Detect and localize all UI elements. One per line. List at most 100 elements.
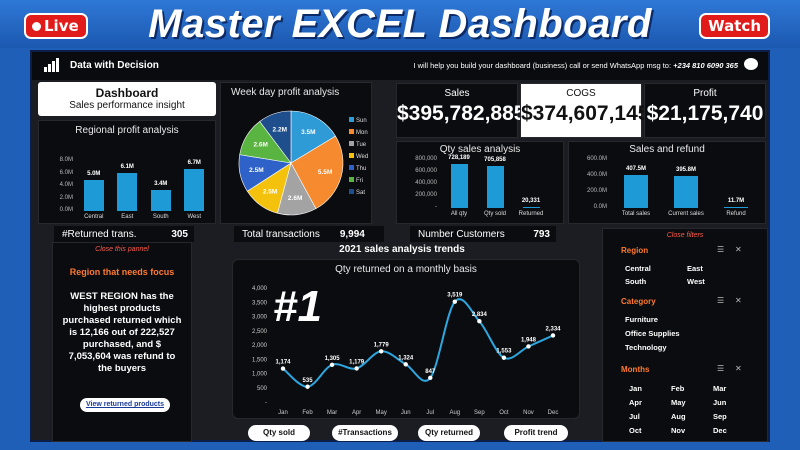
legend-swatch bbox=[349, 141, 354, 146]
data-label: 1,948 bbox=[521, 337, 537, 343]
month-filter-item[interactable]: Jun bbox=[713, 398, 727, 407]
data-label: 2,334 bbox=[545, 326, 561, 332]
month-filter-item[interactable]: Jan bbox=[629, 384, 642, 393]
pie-slice-label: 2.5M bbox=[249, 167, 263, 174]
legend-label: Mon bbox=[356, 130, 368, 136]
data-point bbox=[526, 344, 531, 349]
bar-value-label: 3.4M bbox=[154, 180, 168, 187]
data-point bbox=[477, 319, 482, 324]
month-filter-item[interactable]: Feb bbox=[671, 384, 685, 393]
month-filter-item[interactable]: Apr bbox=[629, 398, 642, 407]
category-filter-item[interactable]: Technology bbox=[625, 343, 667, 352]
cogs-kpi-label: COGS bbox=[566, 88, 596, 99]
cogs-kpi-card: COGS $374,607,145 bbox=[520, 83, 649, 138]
contact-phone: +234 810 6090 365 bbox=[673, 61, 738, 70]
multi-select-icon[interactable]: ☰ bbox=[717, 364, 725, 373]
bottom-nav-button[interactable]: Qty returned bbox=[418, 425, 480, 441]
pie-slice-label: 2.2M bbox=[273, 126, 287, 133]
x-tick-label: Jan bbox=[278, 410, 288, 416]
returned-trans-label: #Returned trans. bbox=[62, 228, 137, 240]
data-label: 1,179 bbox=[349, 359, 365, 365]
x-tick-label: May bbox=[376, 410, 387, 416]
legend-swatch bbox=[349, 153, 354, 158]
close-panel-link[interactable]: Close this pannel bbox=[95, 246, 149, 253]
bar-value-label: 6.7M bbox=[187, 160, 201, 167]
y-tick-label: 1,000 bbox=[252, 372, 268, 378]
clear-filter-icon[interactable]: ✕ bbox=[735, 296, 742, 305]
data-label: 2,834 bbox=[472, 312, 488, 318]
x-tick-label: Jul bbox=[426, 410, 434, 416]
legend-label: Wed bbox=[356, 154, 368, 160]
bottom-nav-button[interactable]: Profit trend bbox=[504, 425, 568, 441]
sales-refund-panel: Sales and refund 600.0M 400.0M 200.0M 0.0M 4… bbox=[568, 141, 766, 224]
y-tick-label: 400.0M bbox=[586, 172, 607, 178]
region-filter-item[interactable]: East bbox=[687, 264, 703, 273]
data-label: 1,779 bbox=[374, 342, 390, 348]
data-point bbox=[354, 366, 359, 371]
sales-kpi-value: $395,782,885 bbox=[397, 102, 526, 125]
close-filters-link[interactable]: Close filters bbox=[666, 232, 704, 239]
weekday-title: Week day profit analysis bbox=[231, 87, 340, 98]
y-tick-label: 4,000 bbox=[252, 286, 268, 292]
category-filter-label: Category bbox=[621, 297, 656, 306]
returned-trans-value: 305 bbox=[171, 228, 188, 240]
bar bbox=[450, 164, 468, 208]
y-tick-label: 600.0M bbox=[586, 156, 607, 162]
legend-label: Sun bbox=[356, 118, 367, 124]
live-dot-icon bbox=[32, 21, 41, 31]
region-filter-item[interactable]: Central bbox=[625, 264, 651, 273]
region-filter-item[interactable]: West bbox=[687, 277, 705, 286]
watch-badge: Watch bbox=[699, 13, 770, 39]
data-point bbox=[280, 366, 286, 371]
data-point bbox=[329, 362, 335, 368]
customers-value: 793 bbox=[533, 228, 550, 240]
y-tick-label: 200,000 bbox=[415, 192, 437, 198]
profit-kpi-label: Profit bbox=[693, 88, 717, 99]
clear-filter-icon[interactable]: ✕ bbox=[735, 364, 742, 373]
view-returned-products-button[interactable]: View returned products bbox=[80, 398, 170, 412]
clear-filter-icon[interactable]: ✕ bbox=[735, 245, 742, 254]
month-filter-item[interactable]: Jul bbox=[629, 412, 640, 421]
region-focus-title: Region that needs focus bbox=[69, 267, 175, 277]
legend-label: Fri bbox=[356, 178, 363, 184]
x-tick-label: Apr bbox=[352, 410, 361, 416]
region-filter-item[interactable]: South bbox=[625, 277, 647, 286]
bar bbox=[184, 169, 205, 211]
y-tick-label: 8.0M bbox=[59, 157, 73, 163]
bottom-nav-button[interactable]: Qty sold bbox=[248, 425, 310, 441]
data-label: 1,553 bbox=[496, 349, 512, 355]
legend-label: Tue bbox=[356, 142, 367, 148]
video-banner: Live Master EXCEL Dashboard Watch bbox=[0, 0, 800, 48]
weekday-pie-chart: 3.5M 5.5M 2.6M 2.5M 2.5M 2.6M 2.2M Sun Mon Tue Wed… bbox=[238, 110, 368, 216]
month-filter-item[interactable]: Oct bbox=[629, 426, 642, 435]
y-tick-label: 400,000 bbox=[415, 180, 437, 186]
month-filter-item[interactable]: May bbox=[671, 398, 686, 407]
filters-panel: Close filters Region ☰ ✕ Central East Sout… bbox=[602, 228, 768, 442]
x-tick-label: Dec bbox=[548, 410, 559, 416]
banner-title: Master EXCEL Dashboard bbox=[148, 2, 652, 46]
regional-title: Regional profit analysis bbox=[75, 125, 179, 136]
total-transactions-value: 9,994 bbox=[339, 228, 365, 240]
multi-select-icon[interactable]: ☰ bbox=[717, 245, 725, 254]
month-filter-item[interactable]: Nov bbox=[671, 426, 686, 435]
bar-value-label: 407.5M bbox=[625, 166, 646, 173]
month-filter-item[interactable]: Dec bbox=[713, 426, 727, 435]
multi-select-icon[interactable]: ☰ bbox=[717, 296, 725, 305]
bar-value-label: 11.7M bbox=[727, 198, 745, 205]
contact-message: I will help you build your dashboard (bu… bbox=[413, 61, 738, 70]
category-filter-item[interactable]: Office Supplies bbox=[625, 329, 680, 338]
pie-slice-sun bbox=[290, 110, 336, 164]
x-category-label: Current sales bbox=[668, 211, 704, 217]
category-filter-item[interactable]: Furniture bbox=[625, 315, 658, 324]
bar-value-label: 6.1M bbox=[120, 163, 134, 170]
month-filter-item[interactable]: Aug bbox=[671, 412, 686, 421]
month-filter-item[interactable]: Sep bbox=[713, 412, 727, 421]
bottom-nav-button[interactable]: #Transactions bbox=[332, 425, 398, 441]
sales-kpi-label: Sales bbox=[444, 88, 470, 99]
x-tick-label: Oct bbox=[499, 410, 509, 416]
x-category-label: East bbox=[121, 214, 134, 220]
bar bbox=[522, 206, 540, 208]
legend-swatch bbox=[349, 165, 354, 170]
y-tick-label: - bbox=[265, 400, 267, 406]
month-filter-item[interactable]: Mar bbox=[713, 384, 727, 393]
